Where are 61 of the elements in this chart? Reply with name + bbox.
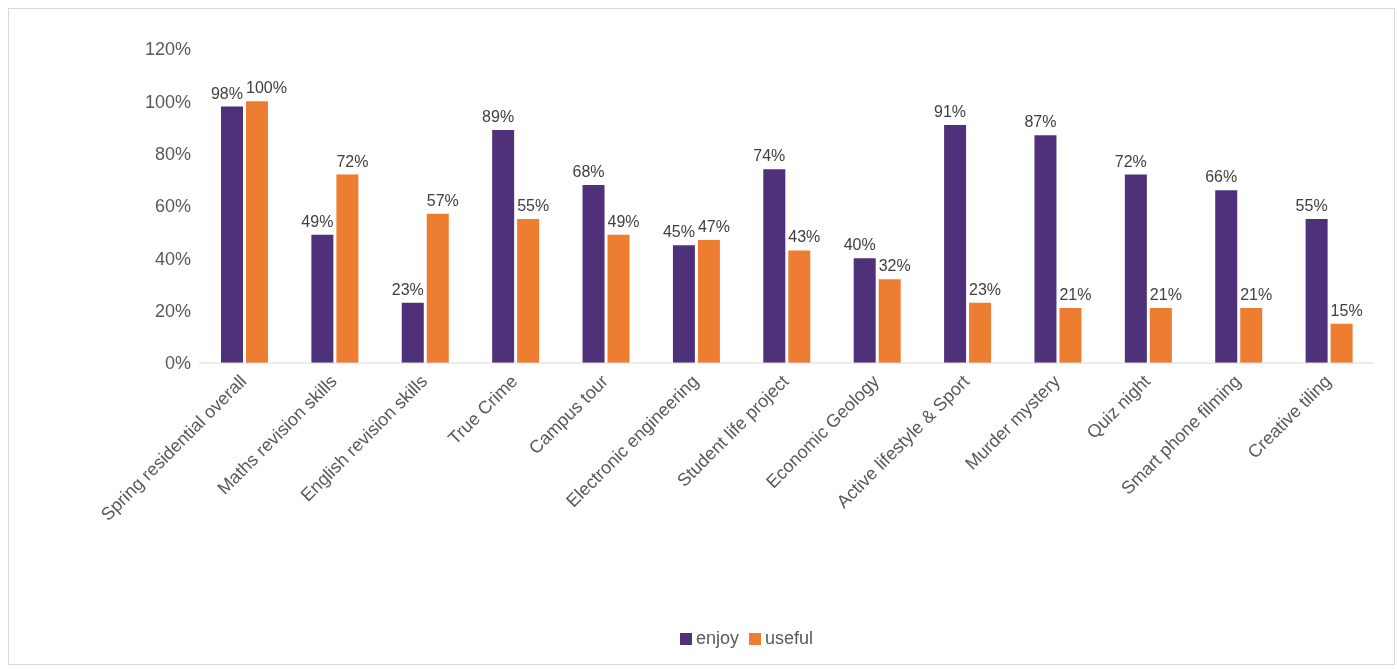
data-label: 87% bbox=[1024, 113, 1057, 131]
data-label: 91% bbox=[934, 102, 967, 120]
data-label: 98% bbox=[210, 84, 243, 102]
y-tick-label: 20% bbox=[154, 301, 191, 322]
bar bbox=[1330, 323, 1353, 363]
data-label: 32% bbox=[878, 257, 911, 275]
data-label: 21% bbox=[1149, 286, 1182, 304]
bar bbox=[1124, 174, 1147, 363]
bar bbox=[311, 234, 334, 363]
bar bbox=[878, 279, 901, 363]
data-label: 66% bbox=[1205, 168, 1238, 186]
data-label: 45% bbox=[662, 223, 695, 241]
bar bbox=[336, 174, 359, 363]
data-label: 47% bbox=[697, 218, 730, 236]
data-label: 15% bbox=[1330, 301, 1363, 319]
y-tick-label: 120% bbox=[144, 39, 191, 60]
bar bbox=[763, 169, 786, 363]
y-tick-label: 80% bbox=[154, 144, 191, 165]
legend-label: useful bbox=[764, 628, 814, 648]
y-tick-label: 40% bbox=[154, 248, 191, 269]
y-tick-label: 0% bbox=[164, 353, 191, 374]
bar bbox=[697, 240, 720, 363]
data-label: 55% bbox=[1295, 197, 1328, 215]
data-label: 72% bbox=[1114, 152, 1147, 170]
data-label: 21% bbox=[1240, 286, 1273, 304]
bar bbox=[1149, 308, 1172, 363]
data-label: 57% bbox=[426, 191, 459, 209]
data-label: 100% bbox=[246, 79, 287, 97]
y-tick-label: 100% bbox=[144, 91, 191, 112]
bar bbox=[582, 185, 605, 363]
bar bbox=[672, 245, 695, 363]
bar bbox=[1305, 219, 1328, 363]
bar bbox=[969, 302, 992, 363]
bar bbox=[1240, 308, 1263, 363]
bar bbox=[944, 124, 967, 363]
data-label: 23% bbox=[391, 280, 424, 298]
data-label: 40% bbox=[843, 236, 876, 254]
data-label: 68% bbox=[572, 163, 605, 181]
data-label: 23% bbox=[969, 280, 1002, 298]
bar bbox=[246, 101, 268, 363]
bar bbox=[426, 213, 449, 363]
bar bbox=[1059, 308, 1082, 363]
bar bbox=[221, 106, 243, 363]
bar bbox=[1215, 190, 1238, 363]
y-tick-label: 60% bbox=[154, 196, 191, 217]
data-label: 49% bbox=[301, 212, 334, 230]
data-label: 89% bbox=[482, 108, 515, 126]
data-label: 49% bbox=[607, 212, 640, 230]
bar bbox=[401, 302, 424, 363]
data-label: 55% bbox=[517, 197, 550, 215]
data-label: 72% bbox=[336, 152, 369, 170]
bar bbox=[517, 219, 540, 363]
data-label: 43% bbox=[788, 228, 821, 246]
bar bbox=[607, 234, 630, 363]
bar bbox=[1034, 135, 1057, 363]
bar bbox=[853, 258, 876, 363]
data-label: 74% bbox=[753, 147, 786, 165]
bar bbox=[492, 130, 515, 363]
bar bbox=[788, 250, 811, 363]
legend-label: enjoy bbox=[695, 628, 739, 648]
data-label: 21% bbox=[1059, 286, 1092, 304]
